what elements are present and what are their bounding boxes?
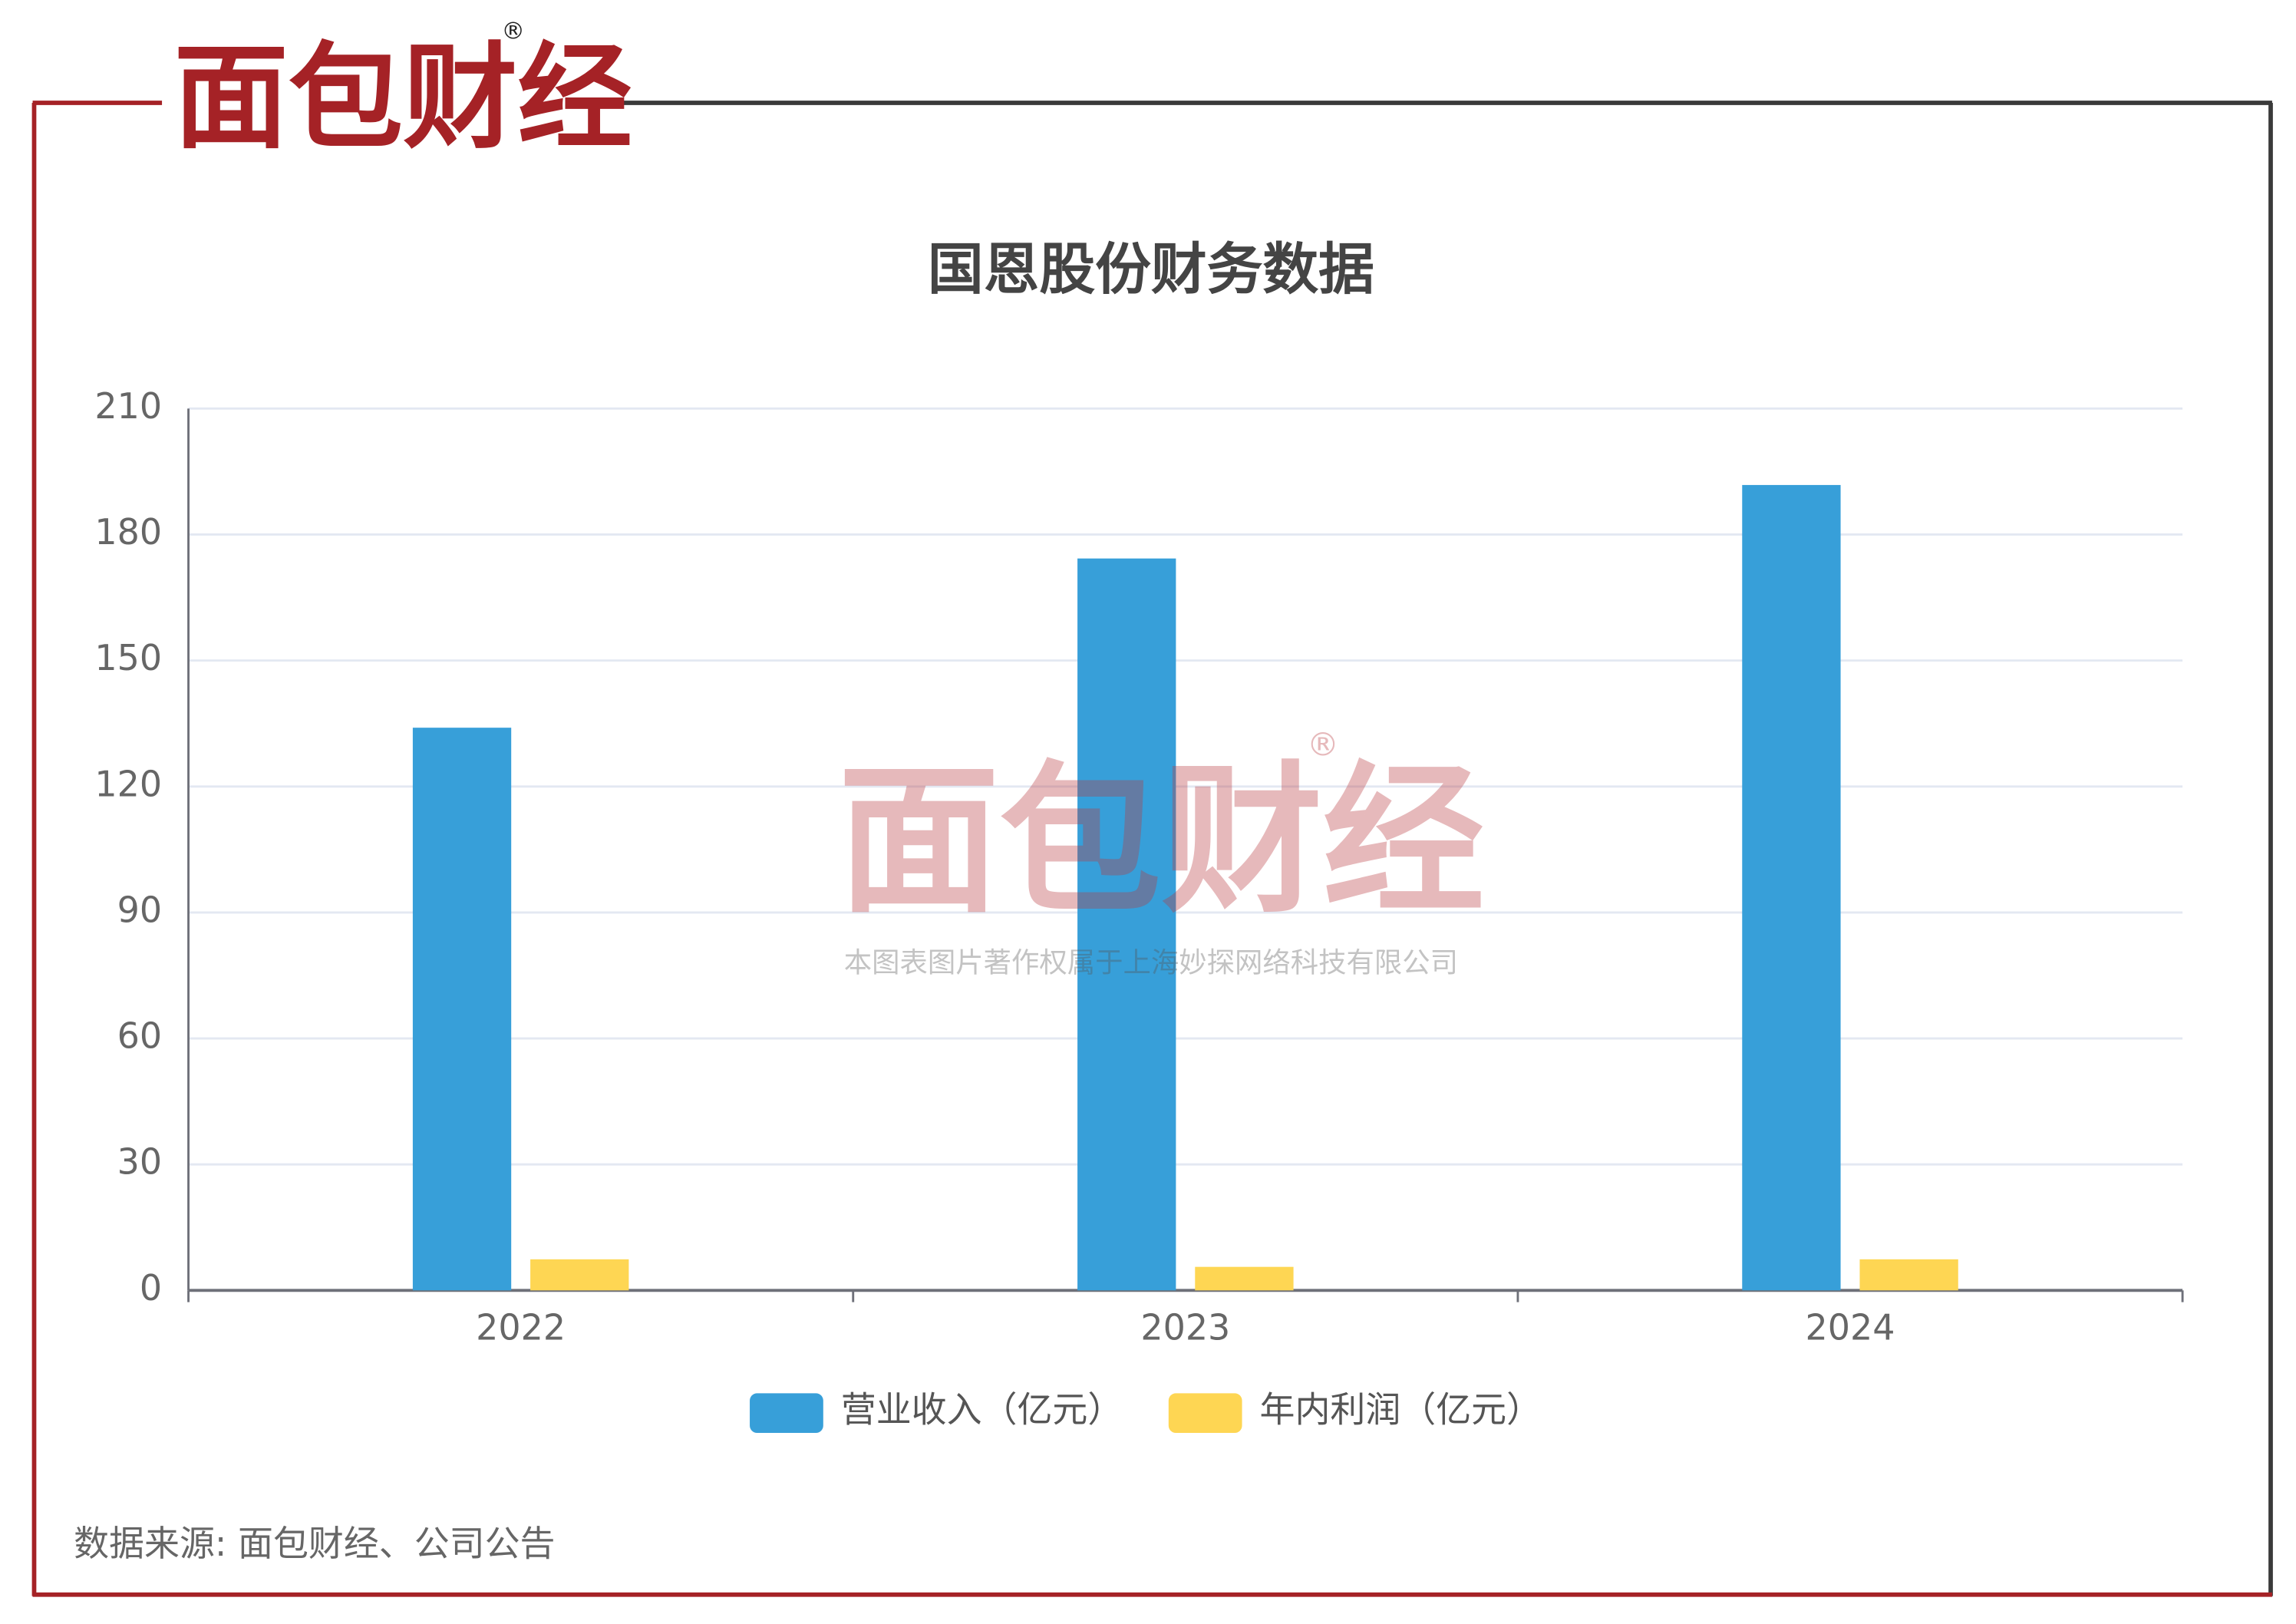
- x-tick-label: 2022: [476, 1307, 566, 1348]
- plot: 0 30 60 90 120 150 180 210 2022 2023 2024 营业收入（亿元） 年…: [94, 385, 2184, 1434]
- legend-label: 年内利润（亿元）: [1260, 1389, 1542, 1431]
- bar: [412, 728, 512, 1291]
- watermark: 面包财经 ® 本图表图片著作权属于上海妙探网络科技有限公司: [838, 725, 1485, 979]
- watermark-notice: 本图表图片著作权属于上海妙探网络科技有限公司: [844, 946, 1458, 979]
- bar: [1195, 1266, 1294, 1291]
- legend-swatch: [750, 1393, 823, 1434]
- y-tick-label: 0: [140, 1267, 162, 1309]
- y-tick-label: 30: [117, 1141, 162, 1183]
- legend-swatch: [1168, 1393, 1242, 1434]
- logo: 面包财经: [173, 31, 632, 165]
- y-tick-label: 120: [94, 763, 162, 804]
- bar: [1859, 1259, 1958, 1291]
- y-tick-label: 150: [94, 637, 162, 678]
- watermark-logo: 面包财经: [838, 746, 1485, 935]
- y-tick-label: 90: [117, 889, 162, 930]
- watermark-registered: ®: [1307, 725, 1339, 763]
- x-tick-label: 2024: [1806, 1307, 1895, 1348]
- y-tick-label: 210: [94, 385, 162, 427]
- bar: [530, 1259, 629, 1291]
- y-tick-label: 60: [117, 1015, 162, 1057]
- bar: [1742, 484, 1841, 1291]
- source-note: 数据来源: 面包财经、公司公告: [74, 1523, 555, 1564]
- logo-registered: ®: [501, 18, 525, 45]
- legend-label: 营业收入（亿元）: [841, 1389, 1123, 1431]
- x-tick-label: 2023: [1140, 1307, 1230, 1348]
- bar: [1077, 558, 1176, 1291]
- y-tick-label: 180: [94, 511, 162, 553]
- chart-title: 国恩股份财务数据: [928, 237, 1374, 302]
